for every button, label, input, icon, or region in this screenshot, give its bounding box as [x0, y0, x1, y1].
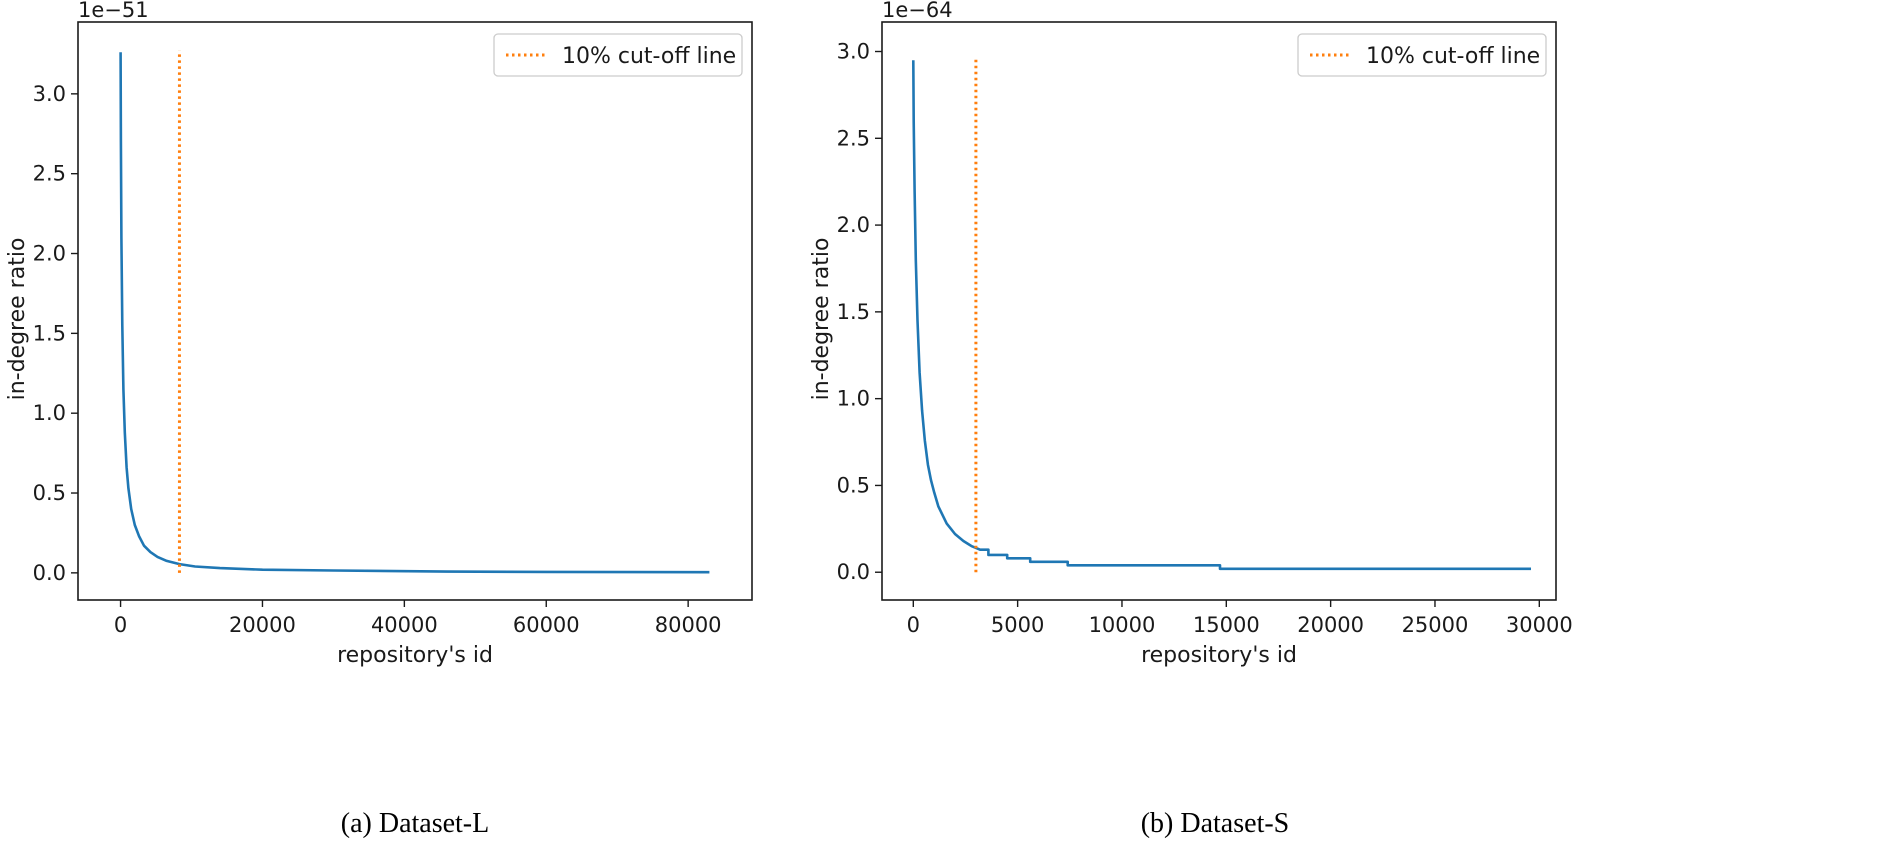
y-tick-label-a: 1.0 [33, 401, 66, 425]
y-tick-label-b: 0.5 [837, 473, 870, 497]
x-tick-label-b: 5000 [991, 613, 1044, 637]
panel-b: 0 5000 10000 15000 20000 25000 30000 0.0 0.5 1.0 1… [809, 0, 1573, 839]
y-axis-label-a: in-degree ratio [5, 238, 30, 401]
x-axis-label-b: repository's id [1141, 643, 1297, 668]
x-tick-label-b: 25000 [1402, 613, 1469, 637]
caption-b: (b) Dataset-S [1141, 808, 1290, 839]
x-tick-label-b: 10000 [1089, 613, 1156, 637]
panel-a: 0 20000 40000 60000 80000 0.0 0.5 1.0 1.5 2.0 2.5 3… [5, 0, 753, 839]
x-tick-label-a: 20000 [229, 613, 296, 637]
y-tick-label-a: 1.5 [33, 321, 66, 345]
legend-label-b: 10% cut-off line [1366, 44, 1540, 69]
x-tick-label-b: 0 [907, 613, 920, 637]
y-tick-label-a: 0.0 [33, 561, 66, 585]
y-tick-label-b: 2.5 [837, 126, 870, 150]
y-tick-label-b: 1.0 [837, 387, 870, 411]
x-tick-label-a: 80000 [655, 613, 722, 637]
x-tick-label-b: 15000 [1193, 613, 1260, 637]
series-line-a [119, 52, 710, 574]
plot-area-a [77, 21, 753, 601]
y-axis-label-b: in-degree ratio [809, 238, 834, 401]
x-tick-label-b: 30000 [1506, 613, 1573, 637]
y-tick-label-a: 2.0 [33, 242, 66, 266]
caption-a: (a) Dataset-L [341, 808, 489, 839]
y-offset-text-b: 1e−64 [882, 0, 953, 22]
x-axis-label-a: repository's id [337, 643, 493, 668]
x-tick-label-b: 20000 [1297, 613, 1364, 637]
plot-area-b [881, 21, 1557, 601]
y-tick-label-b: 3.0 [837, 40, 870, 64]
legend-a: 10% cut-off line [493, 33, 743, 77]
legend-label-a: 10% cut-off line [562, 44, 736, 69]
x-tick-label-a: 40000 [371, 613, 438, 637]
x-tick-label-a: 0 [114, 613, 127, 637]
y-tick-label-a: 2.5 [33, 162, 66, 186]
legend-box-b [1297, 33, 1547, 77]
series-line-b [912, 60, 1531, 571]
y-offset-text-a: 1e−51 [78, 0, 149, 22]
y-tick-label-b: 2.0 [837, 213, 870, 237]
y-tick-label-a: 3.0 [33, 82, 66, 106]
y-tick-label-b: 0.0 [837, 560, 870, 584]
y-tick-label-a: 0.5 [33, 481, 66, 505]
y-tick-label-b: 1.5 [837, 300, 870, 324]
x-tick-label-a: 60000 [513, 613, 580, 637]
legend-b: 10% cut-off line [1297, 33, 1547, 77]
legend-box-a [493, 33, 743, 77]
